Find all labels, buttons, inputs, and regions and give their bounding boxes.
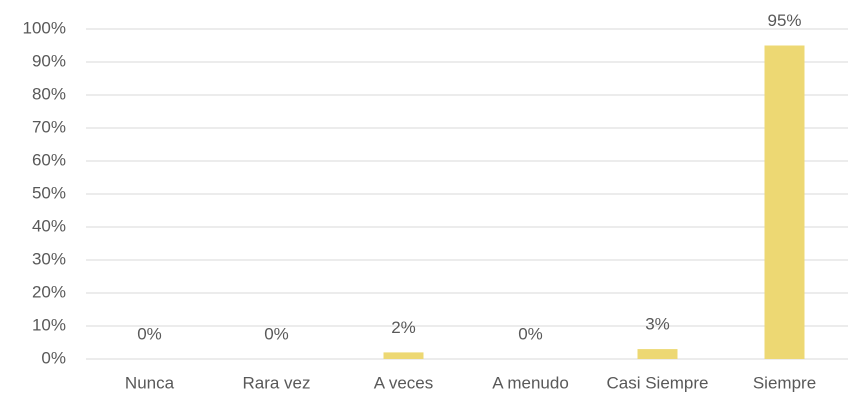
value-label: 3% [645, 315, 670, 334]
y-tick-label: 40% [32, 216, 66, 235]
y-tick-label: 20% [32, 282, 66, 301]
y-tick-label: 90% [32, 51, 66, 70]
y-tick-label: 100% [23, 18, 66, 37]
bar [383, 352, 424, 359]
y-tick-label: 70% [32, 117, 66, 136]
bar [764, 45, 805, 359]
value-label: 0% [518, 324, 543, 343]
x-tick-label: Siempre [753, 373, 816, 392]
y-tick-label: 80% [32, 84, 66, 103]
x-tick-label: Rara vez [242, 373, 310, 392]
y-tick-label: 0% [41, 348, 66, 367]
value-label: 0% [264, 324, 289, 343]
y-tick-label: 60% [32, 150, 66, 169]
x-tick-label: Casi Siempre [606, 373, 708, 392]
x-tick-label: A menudo [492, 373, 569, 392]
x-tick-label: Nunca [125, 373, 175, 392]
x-tick-label: A veces [374, 373, 434, 392]
y-tick-label: 30% [32, 249, 66, 268]
value-label: 0% [137, 324, 162, 343]
y-tick-label: 10% [32, 315, 66, 334]
bar [637, 349, 678, 359]
value-label: 2% [391, 318, 416, 337]
y-tick-label: 50% [32, 183, 66, 202]
value-label: 95% [767, 11, 801, 30]
